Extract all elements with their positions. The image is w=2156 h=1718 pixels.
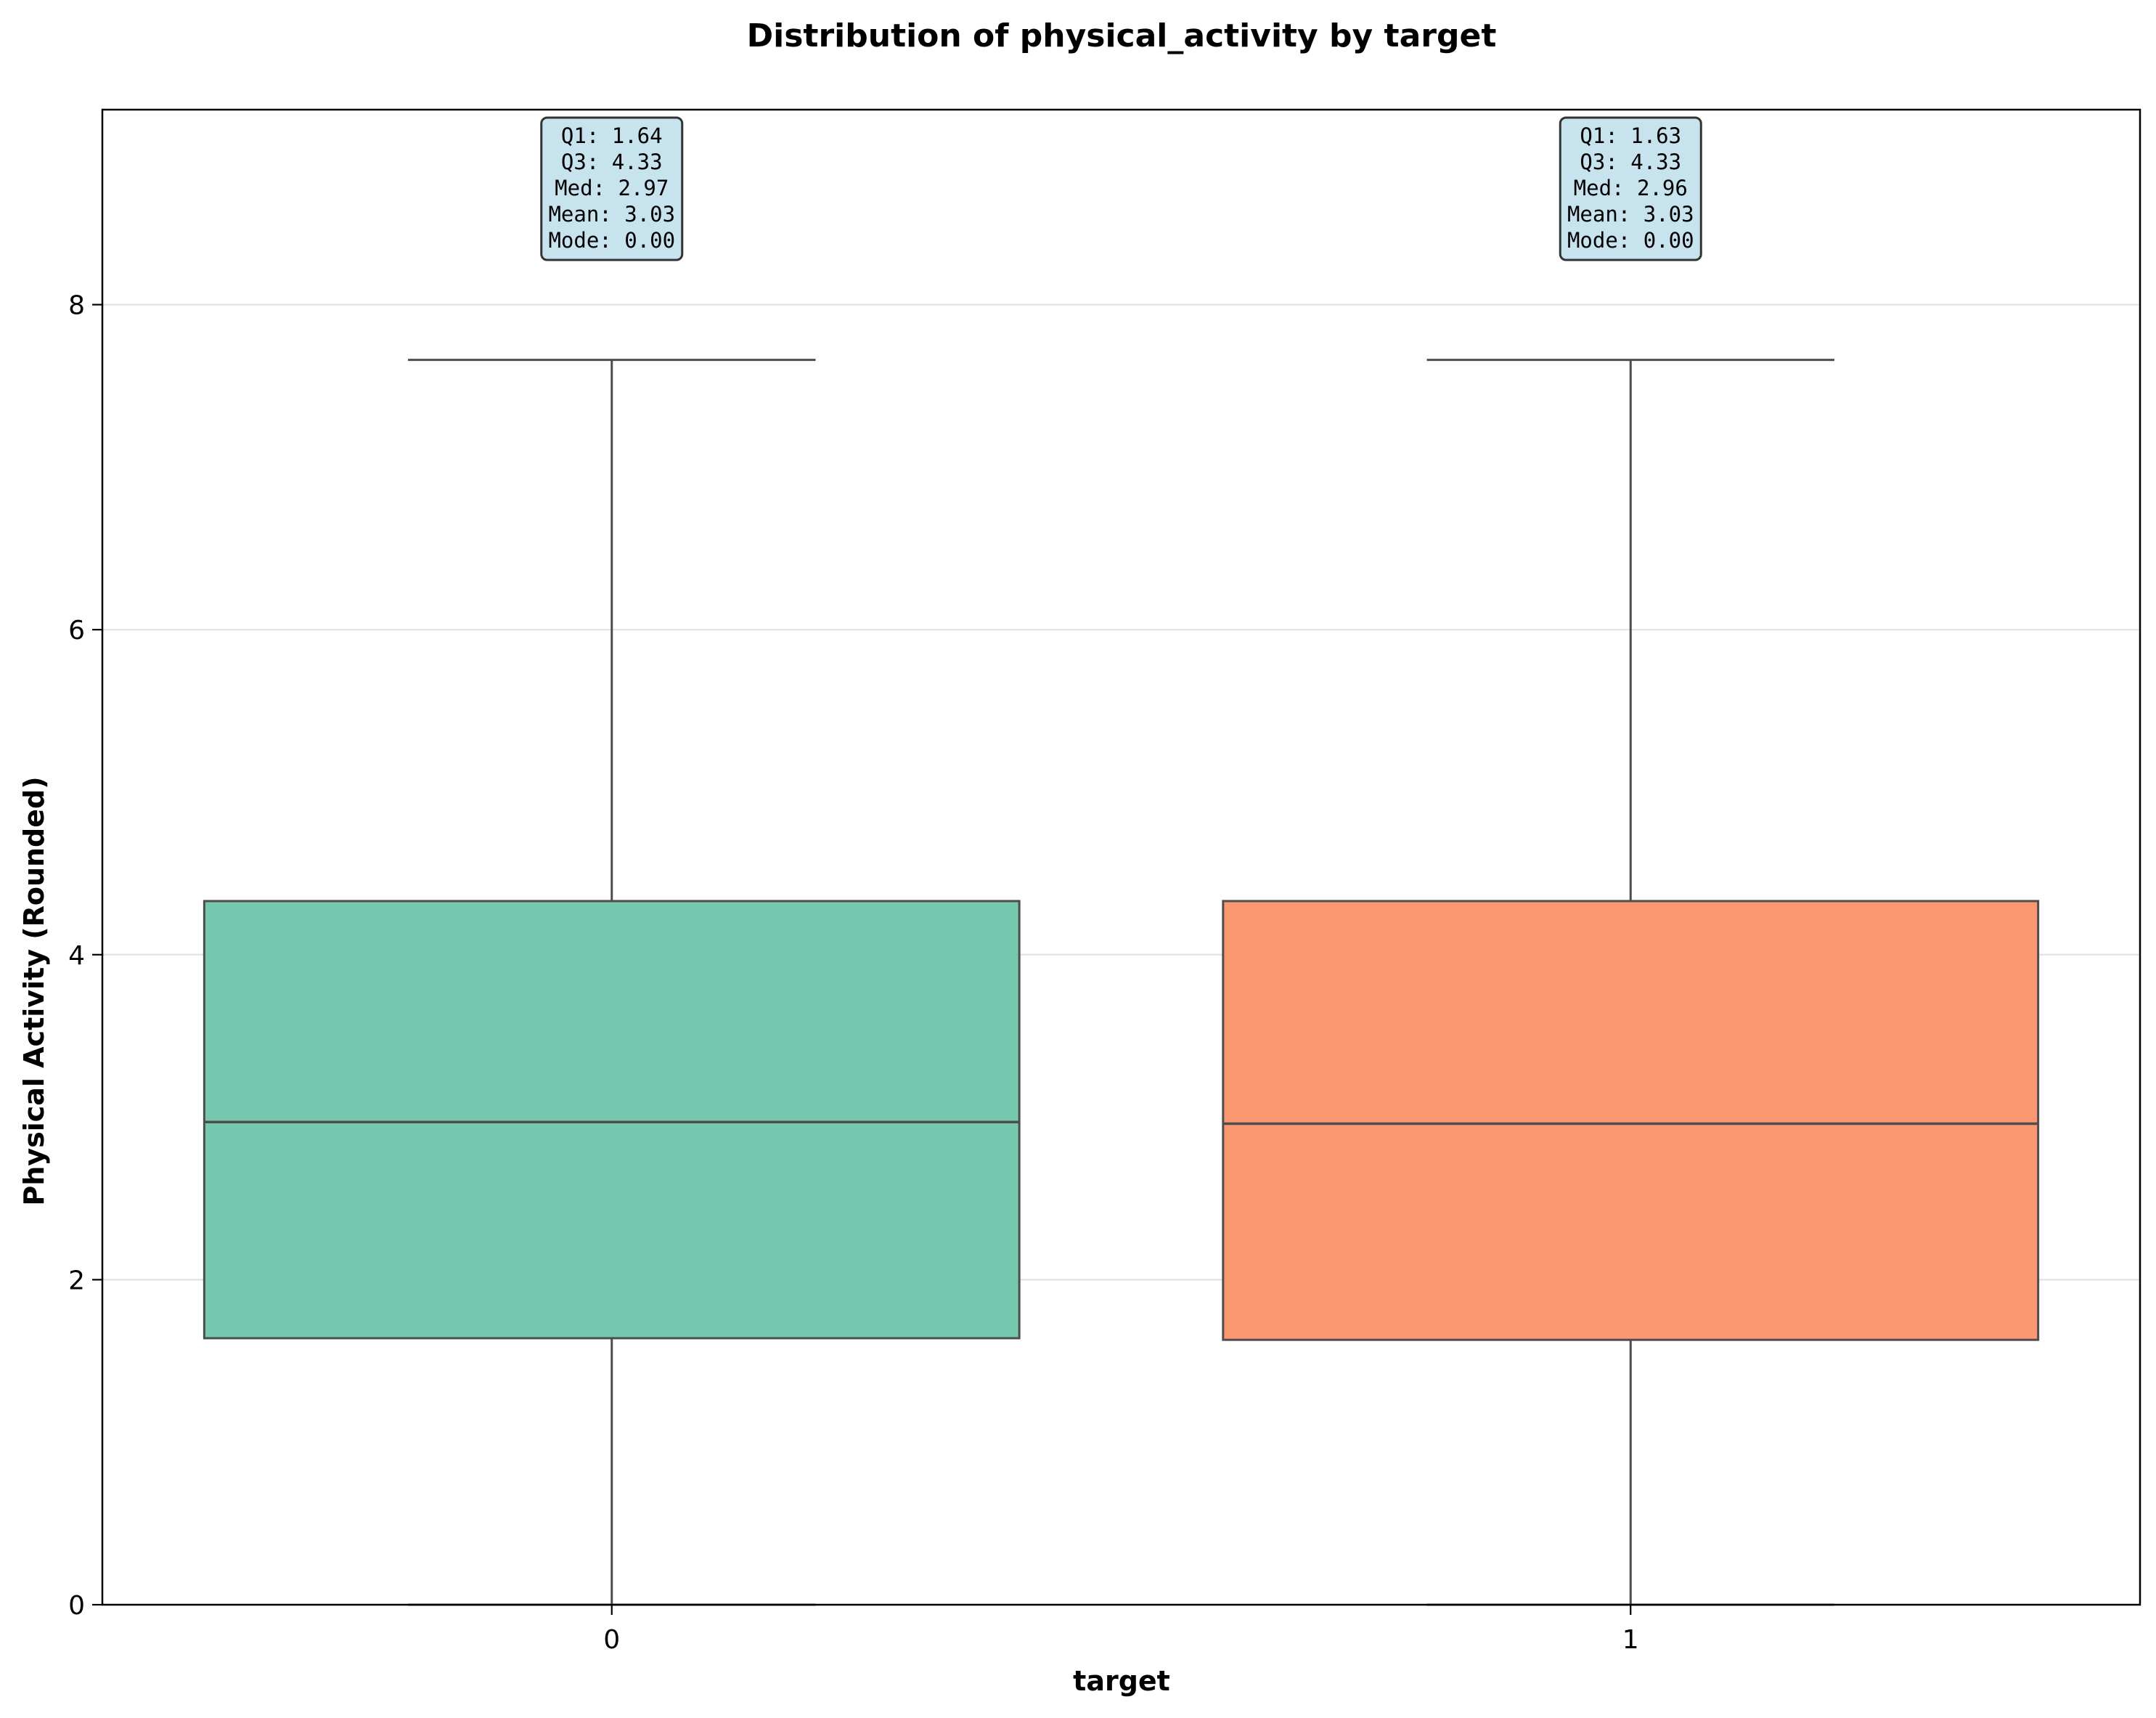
x-tick-label: 1 [1622, 1625, 1639, 1655]
stats-line: Mode: 0.00 [548, 228, 675, 253]
stats-line: Q1: 1.63 [1580, 123, 1681, 148]
x-axis-label: target [1073, 1665, 1170, 1697]
plot-area-frame [101, 108, 2141, 1606]
box-layer [203, 359, 2040, 1606]
y-tick-label: 2 [68, 1266, 85, 1295]
y-axis: 0 2 4 6 8 [68, 291, 102, 1621]
y-tick-label: 6 [68, 616, 85, 646]
y-axis-label: Physical Activity (Rounded) [18, 776, 50, 1205]
stats-line: Q3: 4.33 [561, 150, 663, 174]
stats-line: Mode: 0.00 [1567, 228, 1694, 253]
y-tick-label: 4 [68, 941, 85, 971]
y-tick-label: 8 [68, 291, 85, 321]
box-iqr [1222, 900, 2040, 1341]
stats-line: Med: 2.97 [555, 176, 669, 200]
stats-line: Q3: 4.33 [1580, 150, 1681, 174]
stats-box [1559, 116, 1702, 261]
stats-box [540, 116, 684, 261]
stats-line: Mean: 3.03 [1567, 202, 1694, 227]
stats-line: Q1: 1.64 [561, 123, 663, 148]
stats-line: Med: 2.96 [1574, 176, 1688, 200]
x-tick-label: 0 [603, 1625, 620, 1655]
stats-line: Mean: 3.03 [548, 202, 675, 227]
box-iqr [203, 900, 1021, 1340]
y-tick-label: 0 [68, 1591, 85, 1621]
chart-title: Distribution of physical_activity by tar… [747, 17, 1497, 54]
